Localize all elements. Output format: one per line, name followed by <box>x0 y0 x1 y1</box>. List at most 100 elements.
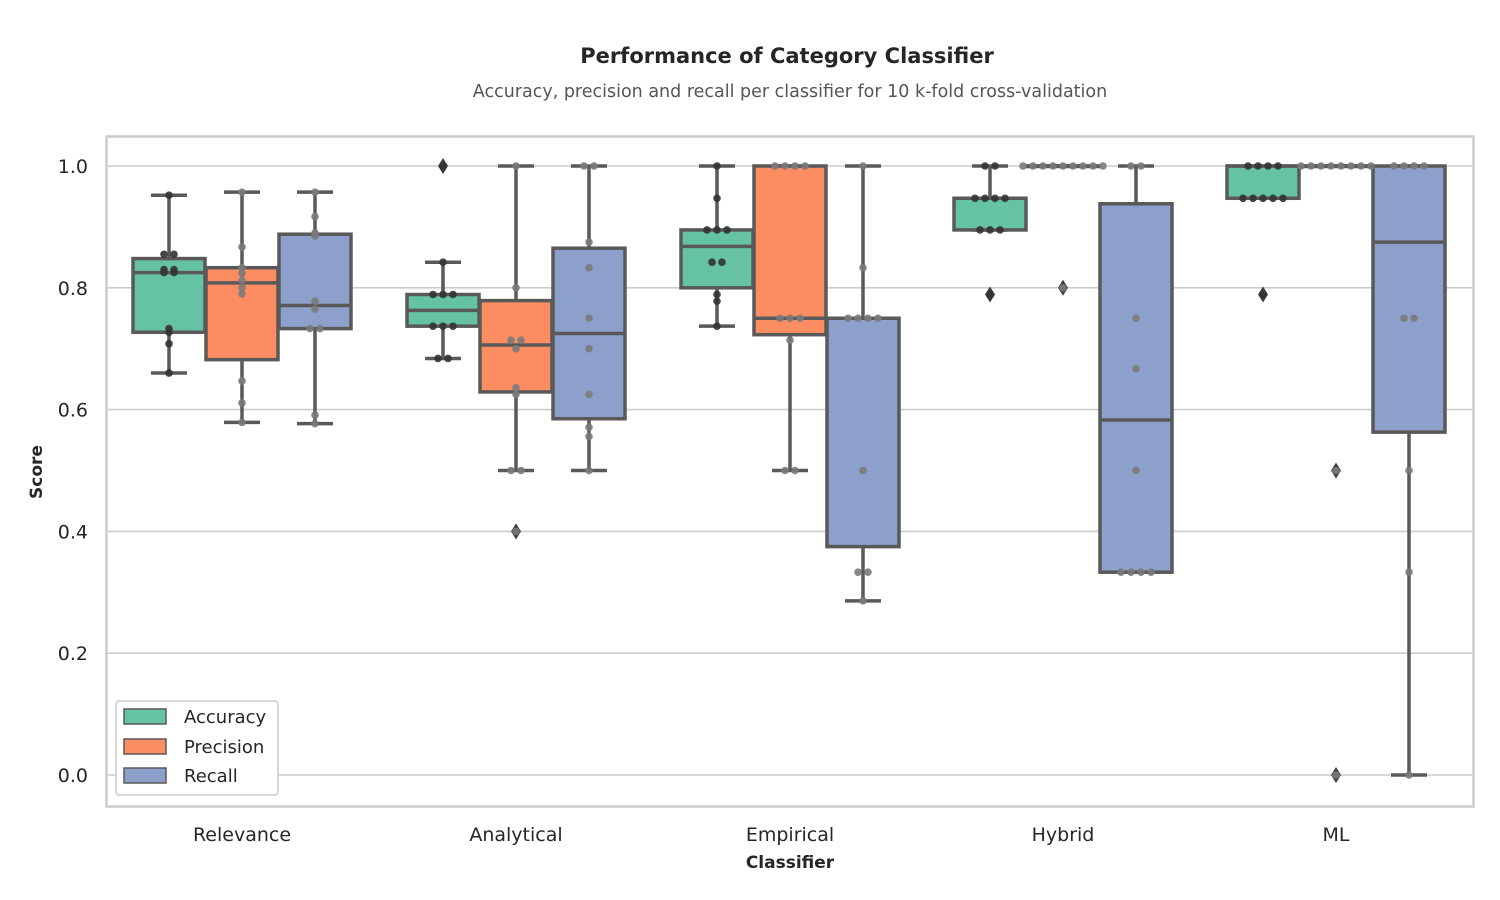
data-point-precision <box>1059 162 1067 170</box>
data-point-precision <box>776 314 784 323</box>
box-recall <box>1098 202 1174 574</box>
data-point-precision <box>786 314 794 323</box>
data-point-accuracy <box>1264 162 1272 170</box>
data-point-precision <box>512 390 520 399</box>
data-point-recall <box>1132 364 1140 373</box>
data-point-recall <box>1405 568 1413 577</box>
data-point-precision <box>507 336 515 344</box>
data-point-recall <box>1410 162 1418 170</box>
data-point-precision <box>781 466 789 475</box>
y-tick-label: 0.2 <box>58 643 88 665</box>
data-point-recall <box>585 314 593 323</box>
data-point-recall <box>859 597 867 605</box>
y-axis-label: Score <box>27 445 47 499</box>
legend: Accuracy Precision Recall <box>115 700 279 796</box>
data-point-recall <box>316 324 324 333</box>
data-point-precision <box>1347 162 1355 170</box>
plot-frame <box>105 135 1475 808</box>
legend-label-recall: Recall <box>184 766 238 787</box>
data-point-accuracy <box>1244 162 1252 170</box>
x-tick-labels: Relevance Analytical Empirical Hybrid ML <box>193 824 1350 846</box>
data-point-precision <box>1332 466 1340 475</box>
data-point-precision <box>1049 162 1057 170</box>
data-point-accuracy <box>449 322 457 330</box>
data-point-precision <box>786 336 794 344</box>
data-point-precision <box>1317 162 1325 170</box>
data-point-precision <box>1297 162 1305 170</box>
data-point-accuracy <box>981 194 989 203</box>
data-point-accuracy <box>1269 194 1277 203</box>
data-point-precision <box>512 527 520 536</box>
y-tick-label: 0.4 <box>58 521 88 543</box>
data-point-precision <box>512 284 520 292</box>
data-point-precision <box>512 344 520 353</box>
data-point-recall <box>585 390 593 399</box>
data-point-precision <box>1332 771 1340 779</box>
data-point-precision <box>1307 162 1315 170</box>
data-point-accuracy <box>713 162 721 170</box>
data-point-precision <box>1327 162 1335 170</box>
data-point-precision <box>238 418 246 427</box>
box-series <box>131 158 1447 783</box>
data-point-recall <box>1420 162 1428 170</box>
data-point-precision <box>1367 162 1375 170</box>
legend-label-accuracy: Accuracy <box>184 707 267 728</box>
data-point-recall <box>1137 162 1145 170</box>
data-point-accuracy <box>708 258 716 267</box>
data-point-recall <box>854 314 862 323</box>
box-accuracy <box>679 228 755 290</box>
data-point-recall <box>1410 314 1418 323</box>
data-point-accuracy <box>976 226 984 234</box>
chart-subtitle: Accuracy, precision and recall per class… <box>473 82 1107 102</box>
data-point-accuracy <box>996 226 1004 234</box>
data-point-recall <box>1127 568 1135 577</box>
data-point-accuracy <box>1259 290 1267 299</box>
legend-swatch-recall <box>123 767 167 784</box>
data-point-accuracy <box>991 194 999 203</box>
data-point-recall <box>859 466 867 475</box>
data-point-recall <box>1147 568 1155 577</box>
data-point-accuracy <box>165 191 173 200</box>
data-point-precision <box>791 162 799 170</box>
data-point-accuracy <box>439 322 447 330</box>
data-point-precision <box>238 284 246 292</box>
y-tick-label: 0.8 <box>58 278 88 300</box>
data-point-recall <box>864 314 872 323</box>
box-accuracy <box>1225 164 1301 201</box>
data-point-precision <box>238 269 246 277</box>
data-point-accuracy <box>991 162 999 170</box>
data-point-accuracy <box>449 290 457 299</box>
y-tick-label: 0.6 <box>58 400 88 422</box>
data-point-precision <box>238 276 246 285</box>
data-point-accuracy <box>713 297 721 305</box>
data-point-precision <box>238 188 246 196</box>
data-point-recall <box>1132 314 1140 323</box>
data-point-recall <box>1117 568 1125 577</box>
data-point-precision <box>238 243 246 251</box>
data-point-recall <box>1400 162 1408 170</box>
data-point-accuracy <box>160 265 168 274</box>
data-point-accuracy <box>170 265 178 274</box>
box-accuracy <box>952 196 1028 232</box>
data-point-precision <box>1039 162 1047 170</box>
data-point-recall <box>1137 568 1145 577</box>
data-point-recall <box>1405 466 1413 475</box>
x-tick-label: Empirical <box>746 824 834 846</box>
data-point-accuracy <box>444 354 452 363</box>
data-point-recall <box>1400 314 1408 323</box>
data-point-recall <box>854 568 862 577</box>
data-point-recall <box>844 314 852 323</box>
data-point-precision <box>1059 284 1067 292</box>
box-recall <box>277 232 353 331</box>
data-point-accuracy <box>439 258 447 267</box>
data-point-recall <box>874 314 882 323</box>
data-point-accuracy <box>703 226 711 234</box>
data-point-precision <box>512 383 520 392</box>
x-axis-label: Classifier <box>746 853 835 873</box>
data-point-recall <box>311 305 319 313</box>
data-point-accuracy <box>429 322 437 330</box>
data-point-accuracy <box>986 290 994 299</box>
data-point-recall <box>311 297 319 305</box>
data-point-precision <box>517 336 525 344</box>
